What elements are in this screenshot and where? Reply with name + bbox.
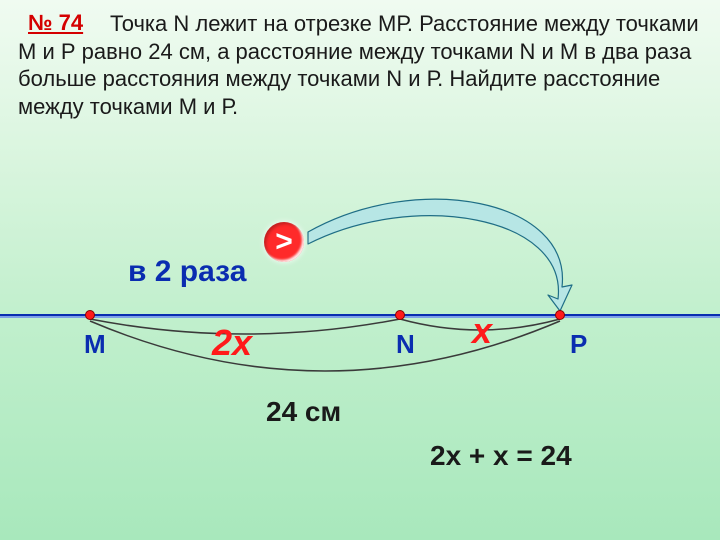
point-p [555, 310, 565, 320]
label-2x: 2х [212, 322, 252, 364]
point-n [395, 310, 405, 320]
swoosh-arrow [308, 199, 572, 311]
label-point-p: Р [570, 329, 587, 360]
label-v2raza: в 2 раза [128, 255, 246, 289]
label-equation: 2х + х = 24 [430, 440, 572, 472]
point-m [85, 310, 95, 320]
label-point-m: М [84, 329, 106, 360]
problem-text: Точка N лежит на отрезке МР. Расстояние … [18, 10, 714, 120]
number-line [0, 314, 720, 316]
label-24cm: 24 см [266, 396, 341, 428]
slide-content: № 74 Точка N лежит на отрезке МР. Рассто… [0, 0, 720, 540]
number-line-shadow [0, 316, 720, 318]
label-x: х [472, 310, 492, 352]
greater-icon-glyph: > [275, 225, 293, 259]
greater-icon: > [264, 222, 304, 262]
label-point-n: N [396, 329, 415, 360]
